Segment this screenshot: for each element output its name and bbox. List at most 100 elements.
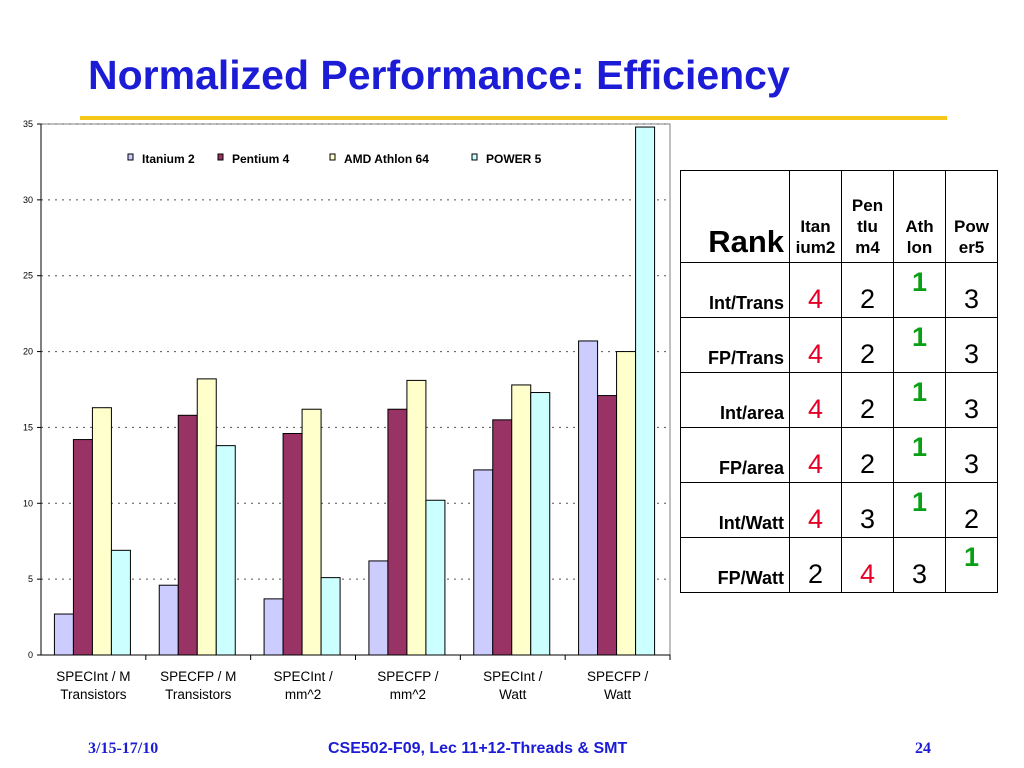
footer-page-number: 24	[915, 740, 931, 757]
x-category-label: Watt	[499, 687, 526, 702]
bar-power-5-0	[110, 549, 131, 656]
plot-area	[40, 123, 671, 656]
bar-itanium-2-1	[158, 584, 179, 656]
bar-pentium-4-0	[72, 439, 93, 656]
legend-label: POWER 5	[486, 152, 542, 166]
x-category-label: SPECInt / M	[56, 669, 130, 684]
bar-pentium-4-2	[282, 432, 303, 656]
rank-row-label: Int/Watt	[680, 482, 790, 538]
rank-column-header-line: Itan	[800, 217, 831, 236]
rank-value-cell: 1	[893, 317, 946, 373]
y-tick-label: 30	[23, 195, 33, 205]
rank-value-cell: 3	[945, 317, 998, 373]
rank-value-cell: 1	[893, 372, 946, 428]
rank-column-header-line: Ath	[905, 217, 934, 236]
y-tick-label: 0	[28, 650, 33, 660]
x-category-label: SPECFP /	[587, 669, 649, 684]
rank-column-header-line: tIu	[857, 217, 878, 236]
rank-value-cell: 1	[893, 262, 946, 318]
bar-amd-athlon-64-1	[196, 378, 217, 656]
y-tick-label: 35	[23, 119, 33, 129]
rank-table-row: FP/Watt 2 4 3 1	[680, 537, 998, 593]
rank-value-cell: 3	[945, 262, 998, 318]
bar-pentium-4-1	[177, 414, 198, 656]
legend-label: AMD Athlon 64	[344, 152, 429, 166]
rank-value-cell: 4	[789, 372, 842, 428]
bar-itanium-2-2	[263, 598, 284, 656]
y-tick-label: 15	[23, 422, 33, 432]
footer-course: CSE502-F09, Lec 11+12-Threads & SMT	[328, 740, 628, 757]
x-category-label: SPECInt /	[483, 669, 543, 684]
bar-pentium-4-3	[387, 408, 408, 656]
y-tick-label: 25	[23, 271, 33, 281]
rank-value-cell: 3	[893, 537, 946, 593]
footer-date: 3/15-17/10	[88, 740, 159, 757]
rank-value-cell: 3	[945, 427, 998, 483]
x-category-label: mm^2	[390, 687, 426, 702]
rank-value-cell: 2	[945, 482, 998, 538]
rank-column-header-line: m4	[855, 238, 880, 257]
bar-amd-athlon-64-2	[301, 408, 322, 656]
bar-chart: 0 5 10 15 20 25 30 35 SPECInt / M Transistors SPEC…	[23, 119, 671, 702]
x-category-label: Transistors	[60, 687, 127, 702]
rank-row-label: FP/Watt	[680, 537, 790, 593]
bar-power-5-3	[425, 499, 446, 656]
rank-value-cell: 2	[841, 317, 894, 373]
rank-value-cell: 2	[841, 427, 894, 483]
rank-value-cell: 4	[841, 537, 894, 593]
rank-value-cell: 4	[789, 262, 842, 318]
legend-swatch-power-5	[471, 153, 478, 161]
rank-value-cell: 4	[789, 427, 842, 483]
legend-label: Itanium 2	[142, 152, 195, 166]
rank-table-row: FP/area 4 2 1 3	[680, 427, 998, 483]
y-tick-label: 5	[28, 574, 33, 584]
rank-value-cell: 2	[789, 537, 842, 593]
rank-table-header-row: Rank Itan ium2 Pen tIu m4 Ath lon Pow er5	[680, 170, 998, 263]
rank-table-row: Int/area 4 2 1 3	[680, 372, 998, 428]
rank-table-row: FP/Trans 4 2 1 3	[680, 317, 998, 373]
rank-table: Rank Itan ium2 Pen tIu m4 Ath lon Pow er5 Int/Tran…	[680, 170, 998, 593]
rank-value-cell: 3	[841, 482, 894, 538]
slide-title: Normalized Performance: Efficiency	[88, 52, 790, 98]
rank-column-header: Itan ium2	[789, 170, 842, 263]
rank-value-cell: 4	[789, 317, 842, 373]
bar-pentium-4-5	[597, 395, 618, 656]
rank-column-header: Ath lon	[893, 170, 946, 263]
y-tick-label: 20	[23, 347, 33, 357]
x-category-label: Transistors	[165, 687, 232, 702]
rank-column-header-line: Pow	[954, 217, 989, 236]
rank-value-cell: 1	[893, 427, 946, 483]
rank-value-cell: 2	[841, 262, 894, 318]
rank-value-cell: 2	[841, 372, 894, 428]
rank-value-cell: 3	[945, 372, 998, 428]
bar-power-5-4	[530, 392, 551, 656]
legend-swatch-amd-athlon-64	[329, 153, 336, 161]
bar-power-5-5	[635, 126, 656, 656]
rank-row-label: FP/area	[680, 427, 790, 483]
bar-itanium-2-5	[578, 340, 599, 656]
bar-power-5-2	[320, 577, 341, 656]
rank-column-header-line: ium2	[795, 238, 836, 257]
bar-amd-athlon-64-3	[406, 379, 427, 656]
y-tick-label: 10	[23, 498, 33, 508]
legend-swatch-itanium-2	[127, 153, 134, 161]
x-category-label: mm^2	[285, 687, 321, 702]
rank-table-row: Int/Watt 4 3 1 2	[680, 482, 998, 538]
rank-table-row: Int/Trans 4 2 1 3	[680, 262, 998, 318]
x-category-label: SPECFP /	[377, 669, 439, 684]
rank-value-cell: 1	[893, 482, 946, 538]
title-underline	[80, 116, 947, 120]
bar-itanium-2-4	[473, 469, 494, 656]
x-category-label: SPECFP / M	[160, 669, 236, 684]
x-category-label: SPECInt /	[273, 669, 333, 684]
legend-swatch-pentium-4	[217, 153, 224, 161]
rank-row-label: Int/area	[680, 372, 790, 428]
rank-column-header-line: Pen	[851, 196, 884, 215]
rank-value-cell: 1	[945, 537, 998, 593]
bar-amd-athlon-64-4	[511, 384, 532, 656]
rank-column-header: Pen tIu m4	[841, 170, 894, 263]
rank-column-header-line: lon	[906, 238, 933, 257]
bar-pentium-4-4	[492, 419, 513, 656]
bar-amd-athlon-64-0	[91, 407, 112, 656]
bar-itanium-2-0	[53, 613, 74, 656]
